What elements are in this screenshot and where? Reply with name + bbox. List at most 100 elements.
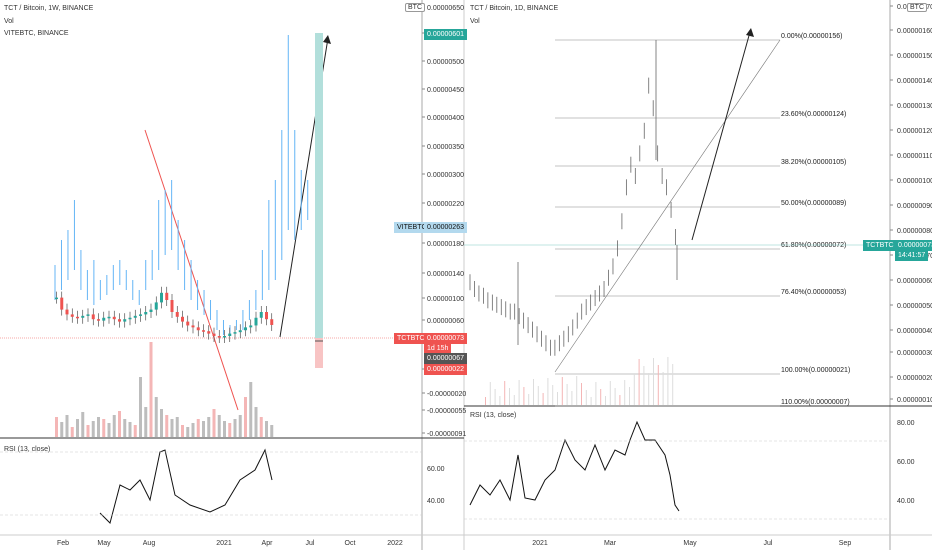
left-time-tick-label: 2022	[387, 540, 403, 547]
left-price-tick-label: 0.00000300	[427, 172, 464, 179]
right-currency-button[interactable]: BTC	[907, 3, 927, 12]
left-tct-candle	[128, 317, 132, 320]
right-volume-bar	[528, 394, 530, 405]
right-volume-bar	[624, 380, 626, 405]
left-time-tick-label: May	[97, 540, 111, 547]
right-chart-title: TCT / Bitcoin, 1D, BINANCE	[470, 5, 559, 12]
left-volume-bar	[186, 427, 190, 437]
right-volume-bar	[557, 392, 558, 405]
left-volume-bar	[170, 419, 174, 437]
left-volume-bar	[196, 419, 200, 437]
left-tct-candle	[102, 317, 106, 321]
right-volume-bar	[499, 396, 501, 405]
left-rsi-line	[99, 448, 273, 524]
left-price-tick-label: -0.00000055	[427, 408, 466, 415]
left-rsi-tick-label: 60.00	[427, 466, 445, 473]
left-volume-bar	[191, 423, 195, 437]
left-volume-bar	[181, 425, 184, 437]
left-projection-arrowhead	[323, 35, 331, 44]
right-volume-bar	[657, 365, 659, 405]
left-price-tick-label: 0.00000650	[427, 5, 464, 12]
left-tct-candle	[139, 314, 142, 316]
left-red-value-tag: 0.00000022	[424, 364, 467, 375]
left-countdown-tag: 1d 15h	[424, 343, 452, 354]
left-volume-bar	[91, 421, 95, 437]
left-chart-title: TCT / Bitcoin, 1W, BINANCE	[4, 5, 94, 12]
left-tct-candle	[165, 292, 169, 300]
right-price-tick-label: 0.00000040	[897, 328, 932, 335]
left-volume-bar	[223, 421, 226, 437]
left-volume-bar	[97, 417, 100, 437]
left-tct-candle	[228, 333, 232, 336]
left-tct-candle	[81, 315, 85, 318]
left-tct-candle	[91, 314, 95, 320]
left-tct-candle	[233, 332, 237, 334]
right-volume-bar	[638, 359, 640, 405]
right-rsi-label: RSI (13, close)	[470, 412, 517, 419]
right-price-tick-label: 0.00000080	[897, 228, 932, 235]
right-volume-bar	[600, 389, 602, 405]
right-price-tick-label: 0.00000120	[897, 128, 932, 135]
left-rsi-label: RSI (13, close)	[4, 446, 51, 453]
left-tct-candle	[191, 325, 195, 328]
left-tct-candle	[249, 325, 253, 328]
left-tct-candle	[70, 314, 74, 317]
right-volume-bar	[494, 389, 496, 405]
right-projection-line	[691, 31, 751, 241]
left-price-tick-label: -0.00000091	[427, 431, 466, 438]
right-fib-label: 0.00%(0.00000156)	[781, 33, 843, 40]
left-tct-candle	[207, 331, 211, 334]
left-volume-bar	[144, 407, 148, 437]
left-volume-bar	[128, 422, 132, 437]
left-time-tick-label: Apr	[262, 540, 274, 547]
right-volume-bar	[547, 378, 549, 405]
right-fib-label: 23.60%(0.00000124)	[781, 111, 846, 118]
right-fib-label: 110.00%(0.00000007)	[781, 399, 850, 406]
left-volume-bar	[249, 382, 253, 437]
left-tct-candle	[112, 316, 116, 320]
left-volume-bar	[149, 342, 153, 437]
left-target-zone	[315, 33, 323, 338]
right-volume-bar	[595, 382, 597, 405]
right-volume-bar	[614, 388, 616, 405]
right-volume-bar	[523, 387, 525, 405]
right-rsi-tick-label: 40.00	[897, 498, 915, 505]
left-tct-candle	[118, 319, 121, 322]
right-rsi-line	[469, 420, 680, 512]
right-volume-bar	[672, 364, 674, 405]
left-volume-bar	[212, 409, 216, 437]
right-volume-bar	[643, 366, 645, 405]
left-volume-bar	[233, 419, 237, 437]
right-volume-bar	[485, 397, 486, 405]
left-price-tick-label: 0.00000400	[427, 115, 464, 122]
left-volume-bar	[123, 419, 127, 437]
left-volume-bar	[139, 377, 142, 437]
left-price-tick-label: 0.00000100	[427, 296, 464, 303]
left-tct-candle	[259, 312, 263, 318]
right-rsi-tick-label: 80.00	[897, 420, 915, 427]
left-tctbtc-value-tag: 0.00000073	[424, 333, 467, 344]
right-volume-bar	[571, 391, 573, 405]
right-time-tick-label: 2021	[532, 540, 548, 547]
left-volume-bar	[81, 412, 85, 437]
right-volume-bar	[590, 397, 592, 405]
left-vitebtc-label-tag: VITEBTC	[394, 222, 430, 233]
left-tct-candle	[212, 333, 216, 336]
right-volume-bar	[537, 386, 539, 405]
left-volume-bar	[86, 425, 90, 437]
right-volume-bar	[518, 380, 520, 405]
right-price-tick-label: 0.00000130	[897, 103, 932, 110]
left-volume-bar	[259, 417, 263, 437]
right-rsi-tick-label: 60.00	[897, 459, 915, 466]
left-vol-label: Vol	[4, 18, 14, 25]
left-vitebtc-value-tag: 0.00000263	[424, 222, 467, 233]
left-tct-candle	[65, 309, 69, 315]
left-tct-candle	[217, 336, 221, 338]
right-volume-bar	[662, 372, 664, 405]
right-time-tick-label: Sep	[839, 540, 852, 547]
left-price-tick-label: 0.00000350	[427, 144, 464, 151]
left-currency-button[interactable]: BTC	[405, 3, 425, 12]
left-tct-candle	[202, 330, 205, 332]
left-volume-bar	[102, 419, 106, 437]
